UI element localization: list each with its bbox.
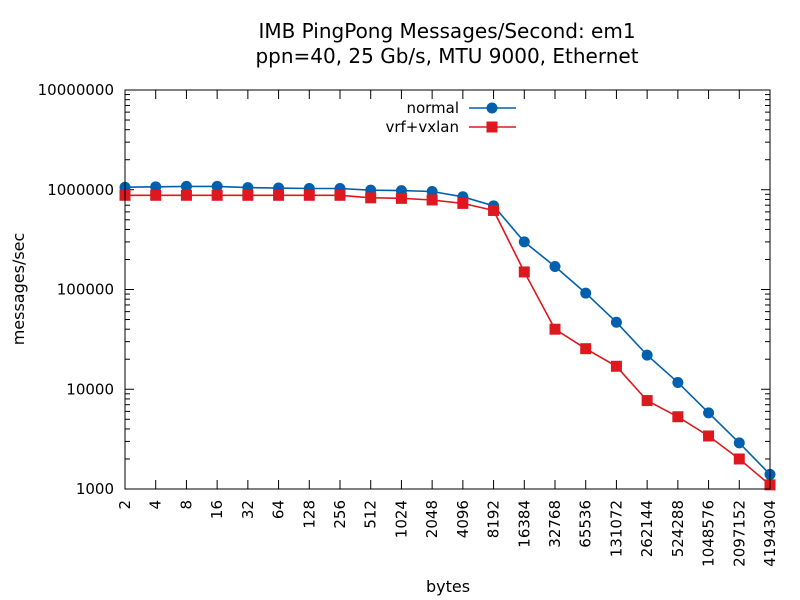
data-point-circle <box>672 376 684 388</box>
y-tick-label: 10000 <box>66 380 114 398</box>
data-point-square <box>334 189 346 201</box>
data-point-square <box>242 189 254 201</box>
data-point-square <box>733 453 745 465</box>
data-point-square <box>180 189 192 201</box>
axis-ticks: 1000 10000 100000 1000000 10000000 2 4 8 16 32 64 1… <box>38 81 779 567</box>
x-tick-label: 2 <box>116 500 134 510</box>
data-point-square <box>211 189 223 201</box>
chart-title: IMB PingPong Messages/Second: em1 ppn=40… <box>255 19 638 68</box>
x-tick-label: 8192 <box>485 500 503 538</box>
data-point-circle <box>580 287 592 299</box>
data-point-square <box>303 189 315 201</box>
legend-label: vrf+vxlan <box>385 118 459 136</box>
data-point-circle <box>733 437 745 449</box>
data-point-square <box>150 189 162 201</box>
data-point-circle <box>610 316 622 328</box>
x-tick-label: 512 <box>362 500 380 529</box>
x-tick-label: 16384 <box>515 500 533 548</box>
series-layer <box>119 180 776 491</box>
data-point-square <box>672 411 684 423</box>
x-tick-label: 32 <box>239 500 257 519</box>
x-tick-label: 4096 <box>454 500 472 538</box>
series-line <box>124 185 771 475</box>
x-tick-label: 2097152 <box>730 500 748 567</box>
y-tick-label: 100000 <box>57 281 114 299</box>
data-point-square <box>426 194 438 206</box>
data-point-square <box>641 395 653 407</box>
x-tick-label: 65536 <box>577 500 595 548</box>
chart-title-line-1: IMB PingPong Messages/Second: em1 <box>258 19 635 43</box>
x-tick-label: 262144 <box>638 500 656 557</box>
x-tick-label: 1048576 <box>700 500 718 567</box>
x-tick-label: 4194304 <box>761 500 779 567</box>
data-point-square <box>703 430 715 442</box>
data-point-square <box>365 192 377 204</box>
legend-label: normal <box>406 99 459 117</box>
series-normal <box>119 180 776 480</box>
data-point-square <box>457 197 469 209</box>
x-tick-label: 4 <box>147 500 165 510</box>
x-tick-label: 256 <box>331 500 349 529</box>
x-tick-label: 8 <box>177 500 195 510</box>
data-point-square <box>610 360 622 372</box>
chart-title-line-2: ppn=40, 25 Gb/s, MTU 9000, Ethernet <box>255 44 638 68</box>
data-point-circle <box>180 180 192 192</box>
data-point-circle <box>641 349 653 361</box>
x-tick-label: 1024 <box>392 500 410 538</box>
y-axis-label: messages/sec <box>9 233 28 346</box>
data-point-square <box>518 266 530 278</box>
data-point-square <box>580 343 592 355</box>
legend-marker-square <box>486 121 498 133</box>
data-point-square <box>549 323 561 335</box>
x-tick-label: 16 <box>208 500 226 519</box>
data-point-circle <box>549 261 561 273</box>
data-point-circle <box>150 181 162 193</box>
x-tick-label: 32768 <box>546 500 564 548</box>
legend-marker-circle <box>486 102 498 114</box>
series-line <box>125 194 771 486</box>
x-tick-label: 131072 <box>607 500 625 557</box>
data-point-circle <box>426 186 438 198</box>
x-tick-label: 524288 <box>669 500 687 557</box>
data-point-circle <box>518 236 530 248</box>
plot-frame <box>124 89 771 490</box>
x-tick-label: 64 <box>270 500 288 519</box>
y-tick-label: 1000000 <box>47 181 114 199</box>
data-point-circle <box>211 180 223 192</box>
data-point-circle <box>703 407 715 419</box>
x-tick-label: 128 <box>300 500 318 529</box>
y-tick-label: 1000 <box>76 480 114 498</box>
data-point-square <box>273 189 285 201</box>
y-tick-label: 10000000 <box>38 81 114 99</box>
data-point-square <box>488 204 500 216</box>
x-tick-label: 2048 <box>423 500 441 538</box>
series-vrf-vxlan <box>119 189 776 491</box>
x-axis-label: bytes <box>426 577 470 596</box>
data-point-square <box>395 192 407 204</box>
